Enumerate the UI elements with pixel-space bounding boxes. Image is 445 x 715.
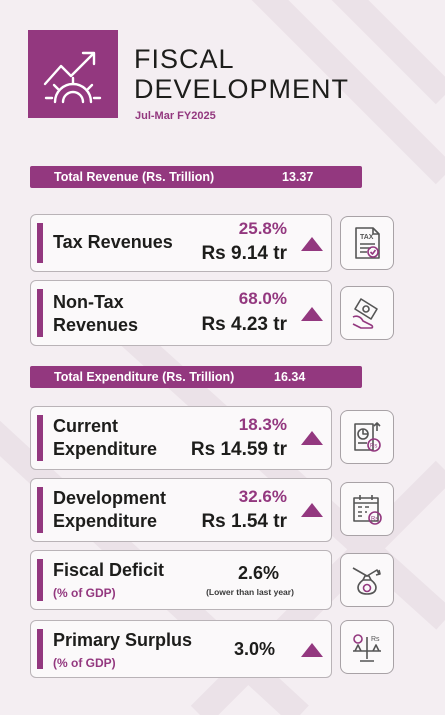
card-accent — [37, 415, 43, 461]
growth-chart-gear-icon — [28, 30, 118, 118]
total-revenue-bar: Total Revenue (Rs. Trillion) 13.37 — [30, 166, 362, 188]
current-expenditure-card: Current Expenditure 18.3% Rs 14.59 tr — [30, 406, 332, 470]
svg-text:Rs: Rs — [371, 517, 378, 523]
up-arrow-icon — [301, 307, 323, 321]
card-accent — [37, 289, 43, 337]
up-arrow-icon — [301, 431, 323, 445]
up-arrow-icon — [301, 503, 323, 517]
money-bag-down-icon — [340, 553, 394, 607]
card-accent — [37, 629, 43, 669]
growth-value: 68.0% — [238, 289, 287, 308]
card-subtitle: (% of GDP) — [53, 586, 116, 600]
card-title-line2: Expenditure — [53, 439, 158, 459]
amount-value: Rs 1.54 tr — [201, 511, 287, 532]
card-title: Primary Surplus (% of GDP) — [53, 629, 192, 675]
fiscal-deficit-card: Fiscal Deficit (% of GDP) 2.6% (Lower th… — [30, 550, 332, 610]
total-expenditure-value: 16.34 — [274, 370, 306, 384]
growth-value: 18.3% — [238, 415, 287, 434]
card-title: Tax Revenues — [53, 232, 173, 252]
tax-revenues-card: Tax Revenues 25.8% Rs 9.14 tr — [30, 214, 332, 272]
card-subtitle: (% of GDP) — [53, 656, 116, 670]
deficit-value: 2.6% — [237, 563, 279, 583]
card-title-line1: Primary Surplus — [53, 630, 193, 650]
card-title-line1: Current — [53, 416, 119, 436]
primary-surplus-card: Primary Surplus (% of GDP) 3.0% — [30, 620, 332, 678]
total-expenditure-bar: Total Expenditure (Rs. Trillion) 16.34 — [30, 366, 362, 388]
period-label: Jul-Mar FY2025 — [135, 110, 216, 122]
growth-value: 25.8% — [238, 219, 287, 238]
card-title: Development Expenditure — [53, 487, 166, 533]
cash-hand-icon — [340, 286, 394, 340]
amount-value: Rs 9.14 tr — [201, 243, 287, 264]
card-title: Current Expenditure — [53, 415, 157, 461]
card-title-line1: Non-Tax — [53, 292, 124, 312]
development-expenditure-card: Development Expenditure 32.6% Rs 1.54 tr — [30, 478, 332, 542]
calendar-coin-icon: Rs — [340, 482, 394, 536]
card-title-line2: Revenues — [53, 315, 139, 335]
total-revenue-label: Total Revenue (Rs. Trillion) — [54, 170, 215, 184]
up-arrow-icon — [301, 237, 323, 251]
amount-value: Rs 14.59 tr — [190, 439, 287, 460]
card-title: Fiscal Deficit (% of GDP) — [53, 559, 164, 605]
balance-scale-icon: Rs — [340, 620, 394, 674]
card-title-line2: Expenditure — [53, 511, 158, 531]
svg-text:Rs: Rs — [370, 444, 377, 450]
card-accent — [37, 559, 43, 601]
up-arrow-icon — [301, 643, 323, 657]
total-expenditure-label: Total Expenditure (Rs. Trillion) — [54, 370, 235, 384]
tax-document-icon: TAX — [340, 216, 394, 270]
svg-text:TAX: TAX — [360, 234, 374, 241]
report-coin-icon: Rs — [340, 410, 394, 464]
svg-text:Rs: Rs — [371, 636, 380, 643]
total-revenue-value: 13.37 — [282, 170, 314, 184]
non-tax-revenues-card: Non-Tax Revenues 68.0% Rs 4.23 tr — [30, 280, 332, 346]
card-title-line1: Development — [53, 488, 167, 508]
card-accent — [37, 223, 43, 263]
surplus-value: 3.0% — [233, 639, 275, 659]
growth-value: 32.6% — [238, 487, 287, 506]
card-title: Non-Tax Revenues — [53, 291, 138, 337]
page-title-line2: DEVELOPMENT — [134, 74, 350, 104]
page-header: FISCAL DEVELOPMENT Jul-Mar FY2025 — [28, 30, 418, 122]
amount-value: Rs 4.23 tr — [201, 314, 287, 335]
card-accent — [37, 487, 43, 533]
page-title: FISCAL DEVELOPMENT — [134, 44, 349, 104]
deficit-note: (Lower than last year) — [206, 587, 294, 597]
card-title-line1: Fiscal Deficit — [53, 560, 165, 580]
page-title-line1: FISCAL — [134, 44, 235, 74]
